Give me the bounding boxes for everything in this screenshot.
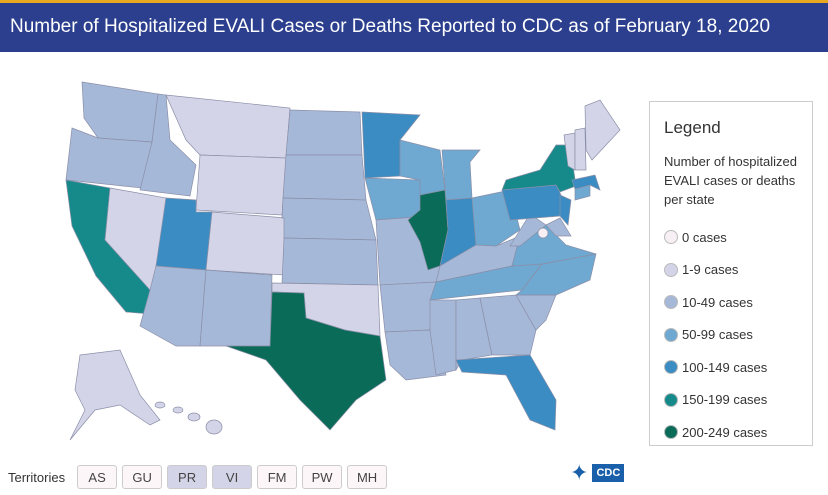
territory-button-as[interactable]: AS [77,465,118,489]
legend-swatch [664,262,678,277]
state-ny[interactable] [501,144,577,193]
territory-button-fm[interactable]: FM [257,465,298,489]
legend-swatch [664,425,678,440]
legend-item: 150-199 cases [664,384,798,417]
state-dc[interactable] [537,227,549,239]
cdc-logo-text: CDC [592,464,625,482]
state-al[interactable] [455,297,493,372]
legend-label: 100-149 cases [682,359,768,375]
legend-swatch [664,295,678,310]
state-sd[interactable] [282,154,367,201]
territories: Territories AS GU PR VI FM PW MH [8,465,392,489]
state-ks[interactable] [281,237,379,286]
state-hi[interactable] [172,406,184,414]
legend-item: 0 cases [664,221,798,254]
state-nd[interactable] [285,109,363,156]
legend-title: Legend [664,118,721,137]
legend-swatch [664,327,678,342]
state-md[interactable] [545,217,572,237]
state-ma[interactable] [571,174,601,191]
state-wv[interactable] [509,213,547,247]
state-wy[interactable] [195,154,287,216]
legend-label: 50-99 cases [682,327,753,343]
hhs-eagle-icon: ✦ [570,460,589,485]
legend-item: 200-249 cases [664,416,798,449]
state-ak[interactable] [69,349,161,441]
state-fl[interactable] [455,354,557,431]
state-hi[interactable] [154,401,166,409]
legend-label: 200-249 cases [682,424,768,440]
state-pa[interactable] [501,184,567,221]
state-nm[interactable] [199,269,273,347]
legend-item: 100-149 cases [664,351,798,384]
state-wa[interactable] [81,81,159,143]
page-title: Number of Hospitalized EVALI Cases or De… [0,0,828,52]
legend-swatch [664,230,678,245]
state-tx[interactable] [225,291,387,431]
territory-button-vi[interactable]: VI [212,465,253,489]
state-ms[interactable] [429,299,457,376]
state-nj[interactable] [559,194,572,226]
legend-item: 1-9 cases [664,254,798,287]
legend-label: 0 cases [682,229,727,245]
cdc-logo: ✦ CDC [570,460,625,486]
state-hi[interactable] [187,412,201,422]
territories-label: Territories [8,469,66,485]
state-co[interactable] [205,211,287,276]
state-mt[interactable] [165,94,291,159]
legend-label: 150-199 cases [682,392,768,408]
legend-item: 50-99 cases [664,319,798,352]
state-mi[interactable] [441,149,481,201]
state-nh[interactable] [574,127,587,171]
legend-subtitle: Number of hospitalized EVALI cases or de… [664,154,797,207]
state-hi[interactable] [205,419,223,435]
legend-swatch [664,392,678,407]
state-ar[interactable] [379,281,437,333]
territory-button-mh[interactable]: MH [347,465,388,489]
state-ne[interactable] [281,197,377,241]
territory-button-pw[interactable]: PW [302,465,343,489]
state-la[interactable] [384,329,447,381]
state-me[interactable] [584,99,621,161]
territory-button-pr[interactable]: PR [167,465,208,489]
us-map [65,81,621,441]
state-ga[interactable] [479,294,537,356]
legend-item: 10-49 cases [664,286,798,319]
legend-label: 1-9 cases [682,262,739,278]
legend-swatch [664,360,678,375]
legend: Legend Number of hospitalized EVALI case… [649,101,813,446]
legend-label: 10-49 cases [682,294,753,310]
territory-button-gu[interactable]: GU [122,465,163,489]
state-id[interactable] [139,93,197,197]
